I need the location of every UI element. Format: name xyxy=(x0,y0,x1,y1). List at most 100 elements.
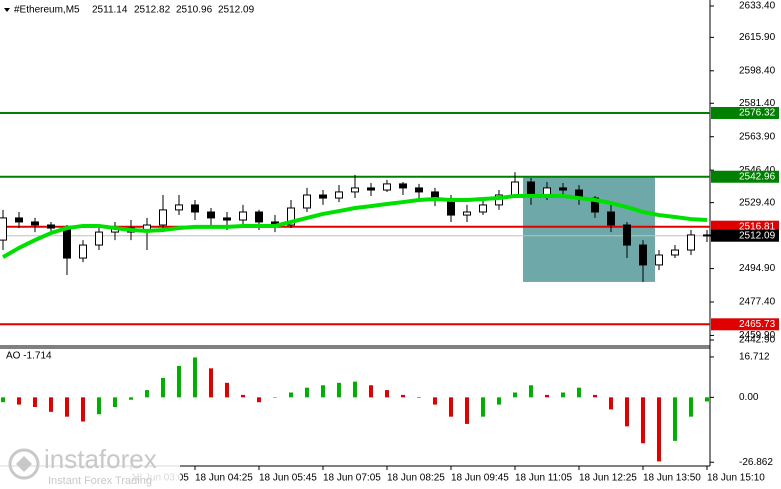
candle-body xyxy=(319,194,327,199)
y-tick-label: 2459.90 xyxy=(739,330,776,341)
x-tick-label: 18 Jun 12:25 xyxy=(579,473,637,484)
candle-body xyxy=(335,191,343,199)
candle-body xyxy=(559,187,567,191)
ao-bar xyxy=(609,397,613,410)
ao-bar xyxy=(33,397,37,407)
price-tag-label: 2512.09 xyxy=(739,230,776,241)
symbol: #Ethereum,M5 xyxy=(14,5,80,16)
candle-body xyxy=(15,217,23,223)
ao-bar xyxy=(145,390,149,398)
ao-bar xyxy=(353,381,357,398)
ohlc-readout: 2511.14 2512.82 2510.96 2512.09 xyxy=(92,5,255,16)
candle-body xyxy=(287,207,295,226)
ao-bar xyxy=(113,397,117,407)
ao-bar xyxy=(545,394,549,398)
highlight-box xyxy=(523,176,655,282)
ao-bar xyxy=(657,397,661,462)
y-tick-label: 2477.40 xyxy=(739,297,776,308)
candle-body xyxy=(703,234,711,237)
candle-body xyxy=(207,211,215,219)
candle-body xyxy=(447,199,455,216)
price-tag-label: 2542.96 xyxy=(739,171,776,182)
candle-body xyxy=(527,181,535,196)
x-tick-label: 18 Jun 11:05 xyxy=(515,473,573,484)
ao-bar xyxy=(81,397,85,422)
ao-bar xyxy=(577,387,581,398)
ao-bar xyxy=(641,397,645,444)
price-tag-label: 2516.81 xyxy=(739,221,776,232)
candle-body xyxy=(415,187,423,193)
ao-bar xyxy=(625,397,629,427)
ao-bar xyxy=(689,397,693,417)
price-tag xyxy=(711,220,779,233)
price-tag xyxy=(711,318,779,331)
ao-bar xyxy=(705,397,709,402)
ao-bar xyxy=(225,382,229,398)
y-tick-label: 0.00 xyxy=(739,392,759,403)
x-tick-label: 18 Jun 13:50 xyxy=(643,473,701,484)
ohlc-value: 2511.14 xyxy=(92,5,128,16)
ao-bar xyxy=(401,394,405,398)
y-tick-label: 2581.40 xyxy=(739,98,776,109)
price-tag-label: 2465.73 xyxy=(739,319,776,330)
watermark-tagline: Instant Forex Trading xyxy=(48,475,152,487)
y-tick-label: -26.862 xyxy=(739,457,773,468)
ao-bar xyxy=(465,397,469,424)
ohlc-value: 2512.82 xyxy=(134,5,171,16)
x-tick-label: 18 Jun 08:25 xyxy=(387,473,445,484)
ao-bar xyxy=(17,397,21,405)
ao-bar xyxy=(193,357,197,398)
menu-icon[interactable] xyxy=(4,8,10,12)
y-tick-label: 2529.40 xyxy=(739,197,776,208)
candle-body xyxy=(383,183,391,191)
candle-body xyxy=(671,249,679,256)
ao-bar xyxy=(49,397,53,412)
candle-body xyxy=(303,194,311,209)
ohlc-value: 2512.09 xyxy=(218,5,255,16)
candle-body xyxy=(399,183,407,189)
y-tick-label: 2563.90 xyxy=(739,131,776,142)
ao-bar xyxy=(65,397,69,417)
candle-body xyxy=(47,224,55,229)
ao-bar xyxy=(289,392,293,398)
candle-body xyxy=(0,217,7,241)
ao-bar xyxy=(417,397,421,398)
price-tag xyxy=(711,170,779,183)
ao-bar xyxy=(449,397,453,417)
candle-body xyxy=(543,187,551,196)
ao-bar xyxy=(273,397,277,398)
candle-body xyxy=(351,187,359,193)
ao-bar xyxy=(673,397,677,441)
candle-body xyxy=(239,211,247,221)
ao-bar xyxy=(161,378,165,398)
ao-bar xyxy=(337,382,341,398)
candle-body xyxy=(63,227,71,259)
price-tag xyxy=(711,229,779,242)
watermark: instaforex Instant Forex Trading xyxy=(0,444,180,489)
candle-body xyxy=(623,224,631,246)
y-tick-label: 2546.40 xyxy=(739,165,776,176)
candle-body xyxy=(223,217,231,221)
watermark-logo xyxy=(8,448,40,480)
ao-bar xyxy=(529,385,533,398)
ao-bar xyxy=(385,390,389,398)
y-tick-label: 16.712 xyxy=(739,352,770,363)
y-tick-label: 2633.40 xyxy=(739,1,776,12)
x-tick-label: 18 Jun 04:25 xyxy=(195,473,253,484)
ao-bar xyxy=(369,385,373,398)
candle-body xyxy=(511,181,519,196)
ao-bar xyxy=(593,394,597,398)
ao-bar xyxy=(433,397,437,405)
candle-body xyxy=(95,231,103,246)
ao-bar xyxy=(305,387,309,398)
candle-body xyxy=(31,221,39,226)
ao-bar xyxy=(497,397,501,405)
candle-body xyxy=(687,234,695,251)
ao-bar xyxy=(481,397,485,417)
price-tag xyxy=(711,106,779,119)
ao-bar xyxy=(561,392,565,398)
x-tick-label: 18 Jun 07:05 xyxy=(323,473,381,484)
indicator-title: AO -1.714 xyxy=(6,351,52,362)
moving-average xyxy=(2,193,708,259)
